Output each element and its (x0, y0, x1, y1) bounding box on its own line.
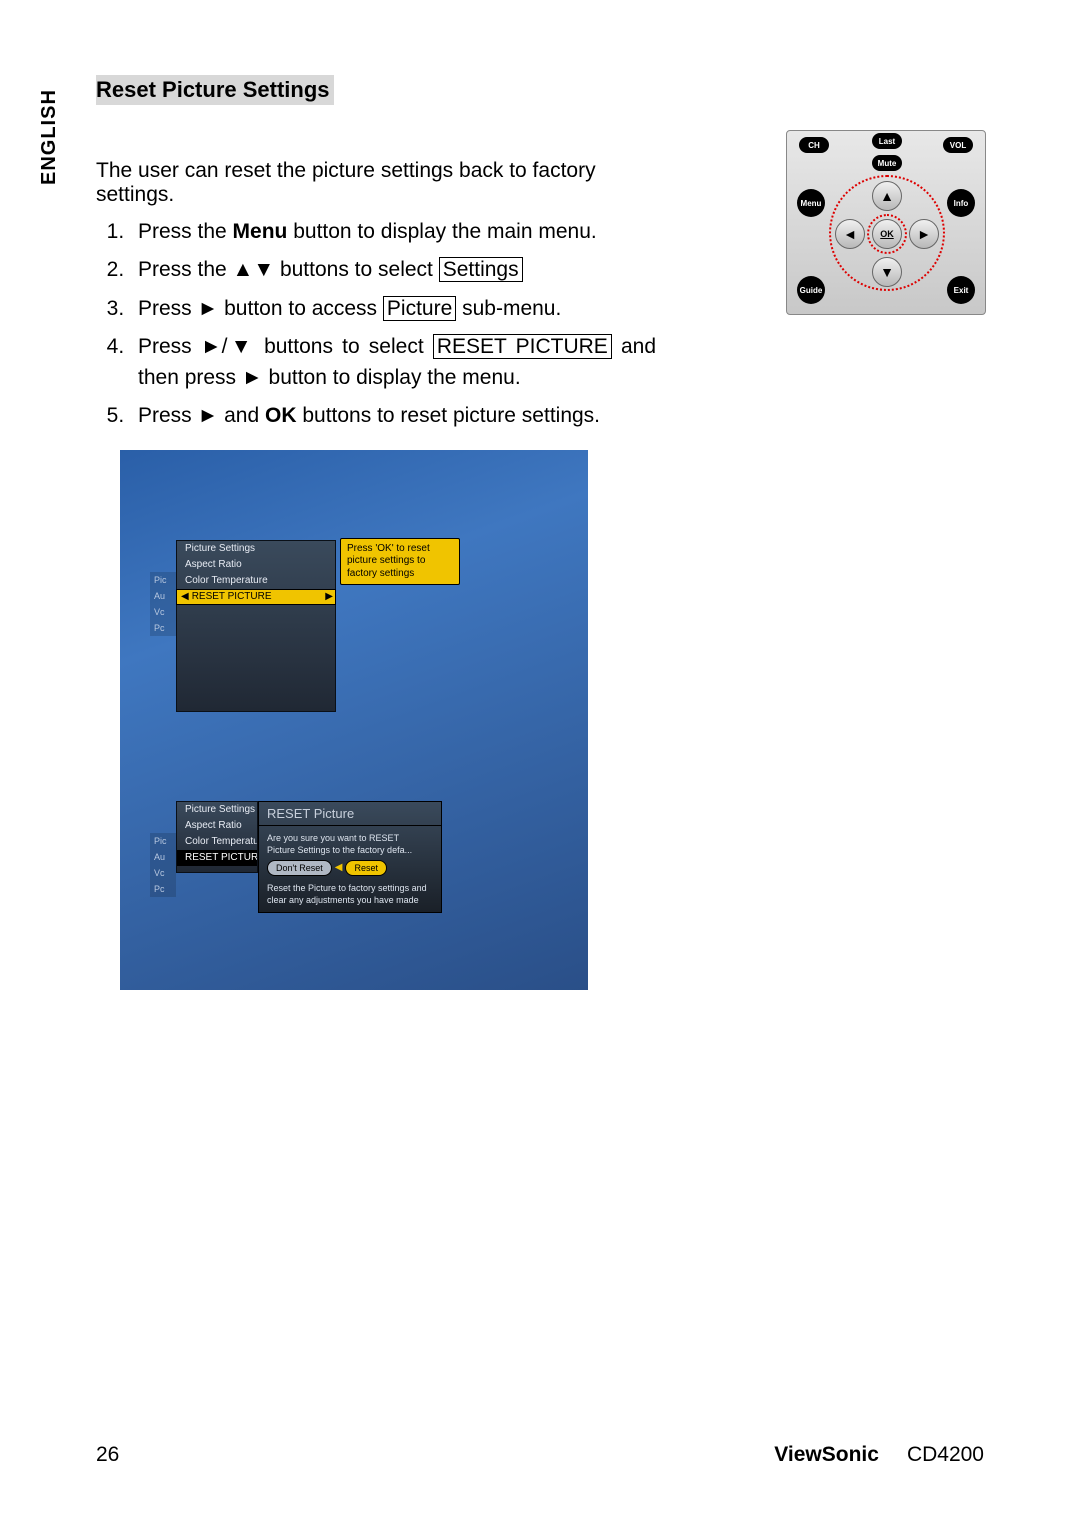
menu-row: Aspect Ratio (177, 818, 257, 834)
boxed-term: RESET PICTURE (433, 334, 612, 359)
mute-button: Mute (872, 155, 902, 171)
menu-row-selected: RESET PICTUR (177, 850, 257, 866)
tab-item: Vc (150, 604, 176, 620)
page-content: Reset Picture Settings CH VOL Last Mute … (96, 75, 986, 990)
tab-item: Au (150, 849, 176, 865)
tab-item: Au (150, 588, 176, 604)
step-text: Press ►/▼ buttons to select (138, 335, 433, 358)
steps-list: Press the Menu button to display the mai… (96, 217, 656, 432)
menu-row: Aspect Ratio (177, 557, 335, 573)
tab-item: Vc (150, 865, 176, 881)
language-tab: ENGLISH (38, 89, 61, 185)
tab-item: Pc (150, 881, 176, 897)
osd-shot-2: Pic Au Vc Pc Picture Settings Aspect Rat… (120, 725, 588, 990)
dialog-buttons: Don't Reset ◀ Reset (267, 860, 433, 876)
menu-row: Picture Settings (177, 802, 257, 818)
up-arrow: ▲ (872, 181, 902, 211)
remote-control-figure: CH VOL Last Mute Menu Info Guide Exit ▲ … (786, 130, 986, 315)
left-arrow: ◄ (835, 219, 865, 249)
dialog-text: Picture Settings to the factory defa... (267, 844, 433, 856)
left-arrow-icon: ◀ (335, 861, 343, 875)
osd-shot-1: Pic Au Vc Pc Picture Settings Aspect Rat… (120, 450, 588, 725)
exit-button: Exit (947, 276, 975, 304)
dialog-title: RESET Picture (259, 802, 441, 826)
section-title: Reset Picture Settings (96, 75, 334, 105)
right-arrow: ► (909, 219, 939, 249)
intro-text: The user can reset the picture settings … (96, 159, 656, 207)
step-2: Press the ▲▼ buttons to select Settings (130, 255, 656, 285)
step-1: Press the Menu button to display the mai… (130, 217, 656, 247)
main-menu-tabs: Pic Au Vc Pc (150, 572, 176, 636)
picture-submenu: Picture Settings Aspect Ratio Color Temp… (176, 540, 336, 712)
tab-item: Pc (150, 620, 176, 636)
step-text: buttons to reset picture settings. (297, 404, 601, 427)
step-text: button to display the main menu. (287, 220, 596, 243)
step-bold: Menu (233, 220, 288, 243)
dialog-text: Are you sure you want to RESET (267, 832, 433, 844)
right-arrow-icon: ▶ (325, 589, 333, 605)
model-name: CD4200 (907, 1443, 984, 1466)
step-bold: OK (265, 404, 297, 427)
osd-tooltip: Press 'OK' to reset picture settings to … (340, 538, 460, 586)
step-3: Press ► button to access Picture sub-men… (130, 294, 656, 324)
boxed-term: Picture (383, 296, 456, 321)
tab-item: Pic (150, 833, 176, 849)
step-text: Press ► button to access (138, 297, 383, 320)
menu-row-label: RESET PICTURE (192, 589, 272, 605)
guide-button: Guide (797, 276, 825, 304)
menu-row: Picture Settings (177, 541, 335, 557)
reset-button[interactable]: Reset (345, 860, 387, 876)
step-text: sub-menu. (456, 297, 561, 320)
page-number: 26 (96, 1443, 119, 1467)
picture-submenu-narrow: Picture Settings Aspect Ratio Color Temp… (176, 801, 258, 873)
menu-row-highlighted: ◀ RESET PICTURE ▶ (176, 589, 336, 605)
tab-item: Pic (150, 572, 176, 588)
reset-dialog: RESET Picture Are you sure you want to R… (258, 801, 442, 914)
boxed-term: Settings (439, 257, 523, 282)
step-5: Press ► and OK buttons to reset picture … (130, 401, 656, 431)
step-text: Press ► and (138, 404, 265, 427)
ch-button: CH (799, 137, 829, 153)
dialog-body: Are you sure you want to RESET Picture S… (259, 826, 441, 913)
main-menu-tabs: Pic Au Vc Pc (150, 833, 176, 897)
dialog-help: Reset the Picture to factory settings an… (267, 882, 433, 906)
ok-ring (867, 214, 907, 254)
step-text: Press the (138, 220, 233, 243)
info-button: Info (947, 189, 975, 217)
osd-screenshots: Pic Au Vc Pc Picture Settings Aspect Rat… (120, 450, 588, 990)
down-arrow: ▼ (872, 257, 902, 287)
vol-button: VOL (943, 137, 973, 153)
brand-name: ViewSonic (774, 1443, 879, 1466)
step-text: Press the ▲▼ buttons to select (138, 258, 439, 281)
menu-button: Menu (797, 189, 825, 217)
menu-row: Color Temperatu (177, 834, 257, 850)
dont-reset-button[interactable]: Don't Reset (267, 860, 332, 876)
menu-row: Color Temperature (177, 573, 335, 589)
last-button: Last (872, 133, 902, 149)
step-4: Press ►/▼ buttons to select RESET PICTUR… (130, 332, 656, 393)
left-arrow-icon: ◀ (181, 589, 189, 605)
page-footer: 26 ViewSonic CD4200 (96, 1443, 984, 1467)
footer-right: ViewSonic CD4200 (774, 1443, 984, 1467)
